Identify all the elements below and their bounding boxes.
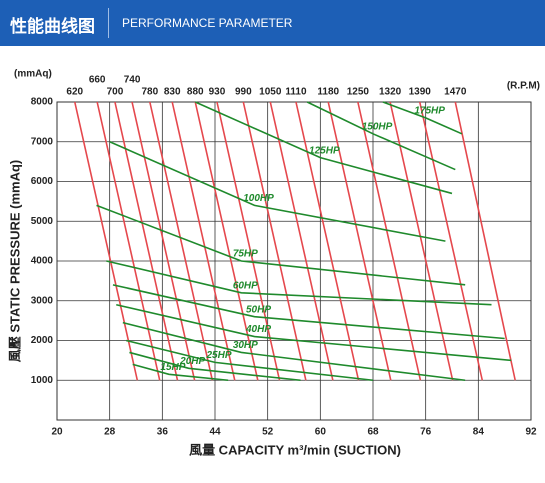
y-tick-label: 1000 bbox=[31, 375, 54, 386]
curve bbox=[96, 204, 466, 286]
hp-label: 40HP bbox=[245, 324, 271, 335]
curve bbox=[454, 101, 516, 381]
y-tick-label: 3000 bbox=[31, 295, 54, 306]
divider bbox=[108, 8, 109, 38]
rpm-label: 1320 bbox=[379, 87, 402, 98]
hp-label: 100HP bbox=[243, 193, 274, 204]
hp-label: 25HP bbox=[205, 350, 231, 361]
y-axis-title: 風壓 STATIC PRESSURE (mmAq) bbox=[7, 160, 22, 362]
y-unit-label: (mmAq) bbox=[14, 69, 52, 80]
curve bbox=[96, 101, 161, 381]
header-subtitle: PERFORMANCE PARAMETER bbox=[122, 16, 293, 30]
x-tick-label: 28 bbox=[104, 427, 116, 438]
x-tick-label: 60 bbox=[315, 427, 327, 438]
curve bbox=[357, 101, 422, 381]
curve bbox=[149, 101, 214, 381]
x-tick-label: 52 bbox=[262, 427, 274, 438]
rpm-label: 830 bbox=[164, 87, 181, 98]
y-tick-label: 7000 bbox=[31, 136, 54, 147]
hp-label: 20HP bbox=[179, 356, 205, 367]
hp-label: 60HP bbox=[233, 280, 258, 291]
curve bbox=[216, 101, 281, 381]
hp-label: 175HP bbox=[414, 106, 445, 117]
header-bar: 性能曲线图 PERFORMANCE PARAMETER bbox=[0, 0, 545, 46]
curve bbox=[194, 101, 259, 381]
curve bbox=[106, 260, 492, 306]
y-tick-label: 5000 bbox=[31, 216, 54, 227]
rpm-label: 1250 bbox=[347, 87, 370, 98]
y-tick-label: 8000 bbox=[31, 97, 54, 108]
hp-label: 150HP bbox=[362, 121, 393, 132]
x-tick-label: 44 bbox=[209, 427, 221, 438]
hp-label: 50HP bbox=[246, 304, 271, 315]
curve bbox=[295, 101, 360, 381]
rpm-label: 620 bbox=[66, 87, 83, 98]
rpm-label: 990 bbox=[235, 87, 252, 98]
x-tick-label: 92 bbox=[525, 427, 537, 438]
rpm-label: 880 bbox=[187, 87, 204, 98]
curve bbox=[131, 101, 196, 381]
hp-label: 125HP bbox=[309, 145, 340, 156]
rpm-label: 1110 bbox=[285, 87, 307, 98]
rpm-label: 660 bbox=[89, 75, 106, 86]
curve bbox=[132, 363, 229, 382]
curve bbox=[171, 101, 236, 381]
curve bbox=[73, 101, 139, 381]
curve bbox=[382, 101, 463, 135]
x-axis-title: 風量 CAPACITY m³/min (SUCTION) bbox=[189, 442, 401, 457]
x-tick-label: 20 bbox=[51, 427, 63, 438]
curve bbox=[122, 321, 466, 382]
rpm-label: (R.P.M) bbox=[507, 81, 540, 92]
curve bbox=[114, 101, 179, 381]
rpm-label: 780 bbox=[141, 87, 158, 98]
y-tick-label: 4000 bbox=[31, 256, 54, 267]
chart: (mmAq) (R.P.M) 風量 CAPACITY m³/min (SUCTI… bbox=[7, 69, 540, 458]
y-tick-label: 2000 bbox=[31, 335, 54, 346]
curve bbox=[389, 101, 454, 381]
curve bbox=[194, 101, 453, 195]
curve bbox=[129, 351, 301, 382]
curve bbox=[125, 339, 374, 382]
x-tick-label: 36 bbox=[157, 427, 169, 438]
y-tick-label: 6000 bbox=[31, 176, 54, 187]
hp-label: 75HP bbox=[233, 249, 258, 260]
x-tick-label: 84 bbox=[473, 427, 485, 438]
rpm-label: 740 bbox=[124, 75, 141, 86]
hp-label: 15HP bbox=[160, 362, 185, 373]
curve bbox=[418, 101, 484, 381]
curve bbox=[269, 101, 334, 381]
header-title: 性能曲线图 bbox=[10, 17, 95, 37]
hp-label: 30HP bbox=[233, 340, 258, 351]
rpm-label: 1050 bbox=[259, 87, 282, 98]
curve bbox=[242, 101, 307, 381]
curve bbox=[116, 303, 512, 362]
rpm-label: 1470 bbox=[444, 87, 467, 98]
rpm-label: 1390 bbox=[409, 87, 432, 98]
x-tick-label: 76 bbox=[420, 427, 432, 438]
rpm-label: 700 bbox=[107, 87, 124, 98]
x-tick-label: 68 bbox=[367, 427, 379, 438]
rpm-label: 930 bbox=[209, 87, 226, 98]
curve bbox=[306, 101, 456, 171]
curve bbox=[109, 141, 446, 242]
curve bbox=[112, 284, 505, 340]
curve bbox=[327, 101, 392, 381]
rpm-label: 1180 bbox=[317, 87, 339, 98]
